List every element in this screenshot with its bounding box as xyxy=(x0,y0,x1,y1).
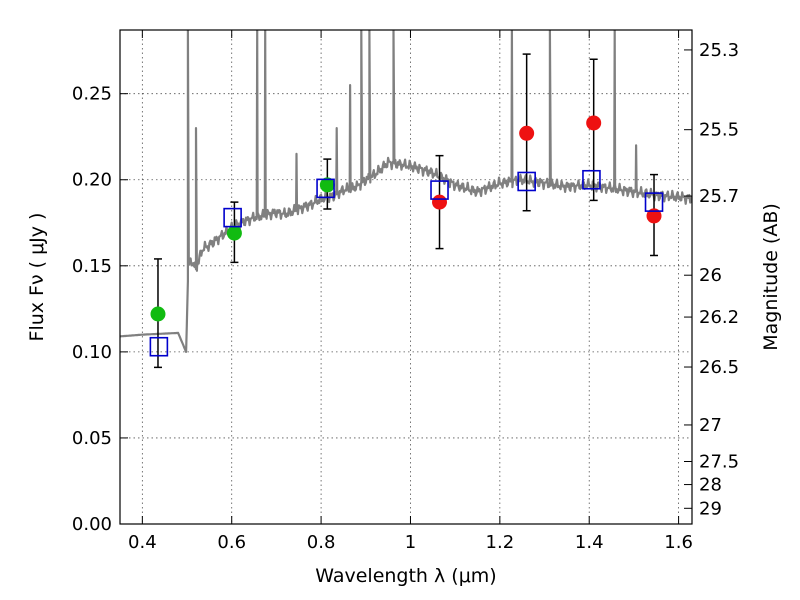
grid xyxy=(120,30,692,524)
observed-point xyxy=(150,306,166,322)
model-spectrum xyxy=(120,30,692,353)
y2-tick-label: 26.2 xyxy=(699,307,739,328)
model-photometry-point xyxy=(582,169,601,190)
observed-point xyxy=(432,194,448,210)
model-photometry-points xyxy=(149,169,664,357)
model-photometry-point xyxy=(430,180,449,200)
y2-axis-label: Magnitude (AB) xyxy=(760,203,782,351)
model-photometry-point xyxy=(517,171,536,192)
y2-tick-label: 29 xyxy=(699,498,722,519)
y2-tick-label: 26.5 xyxy=(699,357,739,378)
model-photometry-point xyxy=(223,207,242,228)
y-tick-label: 0.20 xyxy=(72,170,112,191)
x-axis-label-text: Wavelength λ (μm) xyxy=(315,565,496,587)
y-axis-label: Flux Fν ( μJy ) xyxy=(26,213,48,342)
y-tick-label: 0.05 xyxy=(72,428,112,449)
x-tick-label: 1.6 xyxy=(664,532,693,553)
observed-point xyxy=(226,225,242,241)
y2-tick-label: 27 xyxy=(699,415,722,436)
plot-frame xyxy=(119,29,693,525)
y2-tick-label: 25.5 xyxy=(699,120,739,141)
observed-points xyxy=(150,115,662,322)
observed-point xyxy=(646,208,662,224)
observed-point xyxy=(319,177,335,193)
model-spectrum-line xyxy=(120,30,692,353)
x-axis-label: Wavelength λ (μm) xyxy=(315,565,496,587)
axis-ticks: 0.4 0.6 0.8 1 1.2 1.4 1.6 0.00 0.05 0.10 0.15 0.20 0… xyxy=(72,30,739,553)
x-tick-label: 1.2 xyxy=(486,532,515,553)
y-axis-label-text: Flux Fν ( μJy ) xyxy=(26,213,48,342)
y2-tick-label: 25.7 xyxy=(699,186,739,207)
observed-point xyxy=(586,115,602,131)
y2-axis-label-text: Magnitude (AB) xyxy=(760,203,782,351)
y2-tick-label: 26 xyxy=(699,265,722,286)
model-photometry-point xyxy=(644,192,664,212)
x-tick-label: 0.6 xyxy=(217,532,246,553)
y2-tick-label: 27.5 xyxy=(699,452,739,473)
x-tick-label: 1.4 xyxy=(575,532,604,553)
y2-tick-label: 28 xyxy=(699,475,722,496)
y-tick-label: 0.10 xyxy=(72,342,112,363)
x-tick-label: 1 xyxy=(405,532,416,553)
y2-tick-label: 25.3 xyxy=(699,40,739,61)
x-tick-label: 0.8 xyxy=(307,532,336,553)
y-tick-label: 0.00 xyxy=(72,514,112,535)
observed-point xyxy=(519,125,535,141)
y-tick-label: 0.15 xyxy=(72,256,112,277)
model-photometry-point xyxy=(149,336,169,357)
y-tick-label: 0.25 xyxy=(72,84,112,105)
x-tick-label: 0.4 xyxy=(128,532,157,553)
model-photometry-point xyxy=(316,178,335,199)
